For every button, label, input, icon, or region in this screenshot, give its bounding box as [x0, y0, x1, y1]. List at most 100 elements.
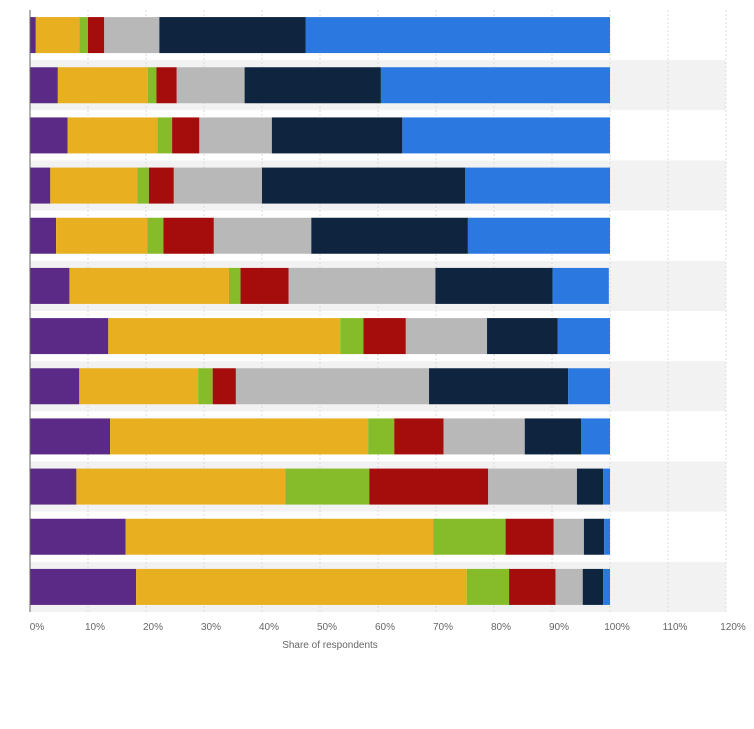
bar-segment — [435, 267, 553, 304]
bar-segment — [67, 117, 158, 154]
bar-segment — [136, 568, 467, 605]
bar-segment — [443, 418, 525, 455]
bar-segment — [465, 167, 610, 204]
bar-segment — [212, 368, 236, 405]
bar-segment — [156, 67, 177, 104]
bar-segment — [380, 67, 610, 104]
bar-segment — [173, 167, 262, 204]
x-tick-label: 120% — [720, 622, 746, 633]
x-tick-label: 50% — [317, 622, 337, 633]
bar-segment — [363, 318, 406, 355]
x-tick-label: 60% — [375, 622, 395, 633]
bar-segment — [505, 518, 554, 555]
bar-segment — [555, 568, 583, 605]
x-tick-label: 90% — [549, 622, 569, 633]
bar-segment — [429, 368, 569, 405]
bar-segment — [305, 17, 610, 54]
bar-segment — [311, 217, 468, 254]
bar-segment — [433, 518, 506, 555]
bar-segment — [147, 67, 157, 104]
gridlines — [87, 10, 727, 612]
bar-segment — [30, 167, 51, 204]
bar-segment — [582, 568, 604, 605]
bar-segment — [557, 318, 610, 355]
bar-segment — [147, 217, 164, 254]
bar-segment — [402, 117, 610, 154]
bar-segment — [137, 167, 149, 204]
bar-segment — [56, 217, 148, 254]
bar-segment — [603, 468, 610, 505]
bar-segment — [488, 468, 577, 505]
bar-segment — [603, 568, 610, 605]
bar-segment — [368, 418, 395, 455]
bar-segment — [467, 217, 610, 254]
bar-segment — [30, 518, 126, 555]
bar-segment — [604, 518, 610, 555]
bar-segment — [405, 318, 488, 355]
bar-segment — [228, 267, 241, 304]
x-tick-label: 80% — [491, 622, 511, 633]
bar-segment — [568, 368, 610, 405]
x-tick-labels: 0% 10% 20% 30% 40% 50% 60% 70% 80% 90% 100% 110% 120… — [30, 622, 746, 633]
x-tick-label: 0% — [30, 622, 45, 633]
bar-segment — [157, 117, 173, 154]
bar-segment — [583, 518, 605, 555]
bar-segment — [30, 117, 68, 154]
bar-segment — [30, 468, 77, 505]
bar-segment — [30, 418, 111, 455]
x-tick-label: 70% — [433, 622, 453, 633]
bar-segment — [30, 267, 70, 304]
bar-segment — [50, 167, 138, 204]
bar-segment — [163, 217, 214, 254]
bar-segment — [581, 418, 610, 455]
bar-segment — [69, 267, 229, 304]
bar-segment — [271, 117, 403, 154]
bar-segment — [88, 17, 105, 54]
x-tick-label: 20% — [143, 622, 163, 633]
bar-segment — [369, 468, 489, 505]
bar-segment — [288, 267, 436, 304]
bars — [30, 17, 610, 605]
bar-segment — [30, 217, 57, 254]
bar-segment — [30, 568, 137, 605]
bar-segment — [340, 318, 364, 355]
bar-segment — [30, 67, 58, 104]
bar-segment — [110, 418, 369, 455]
bar-segment — [199, 117, 272, 154]
bar-segment — [172, 117, 200, 154]
bar-segment — [524, 418, 581, 455]
bar-segment — [148, 167, 174, 204]
bar-segment — [466, 568, 510, 605]
x-tick-label: 100% — [604, 622, 630, 633]
bar-segment — [552, 267, 609, 304]
bar-segment — [235, 368, 430, 405]
bar-segment — [159, 17, 306, 54]
bar-segment — [125, 518, 434, 555]
x-tick-label: 40% — [259, 622, 279, 633]
bar-segment — [30, 368, 80, 405]
bar-segment — [487, 318, 558, 355]
x-tick-label: 110% — [663, 622, 688, 633]
bar-segment — [213, 217, 312, 254]
bar-segment — [108, 318, 341, 355]
bar-segment — [176, 67, 245, 104]
bar-segment — [57, 67, 148, 104]
bar-segment — [576, 468, 604, 505]
bar-segment — [79, 17, 88, 54]
bar-segment — [240, 267, 289, 304]
bar-segment — [394, 418, 444, 455]
bar-segment — [244, 67, 381, 104]
bar-segment — [79, 368, 199, 405]
bar-segment — [509, 568, 556, 605]
bar-segment — [35, 17, 80, 54]
x-tick-label: 10% — [85, 622, 105, 633]
bar-segment — [285, 468, 370, 505]
bar-segment — [76, 468, 286, 505]
x-axis-title: Share of respondents — [282, 640, 378, 651]
bar-segment — [30, 318, 109, 355]
bar-segment — [553, 518, 584, 555]
bar-segment — [30, 17, 36, 54]
bar-segment — [262, 167, 465, 204]
bar-segment — [198, 368, 213, 405]
